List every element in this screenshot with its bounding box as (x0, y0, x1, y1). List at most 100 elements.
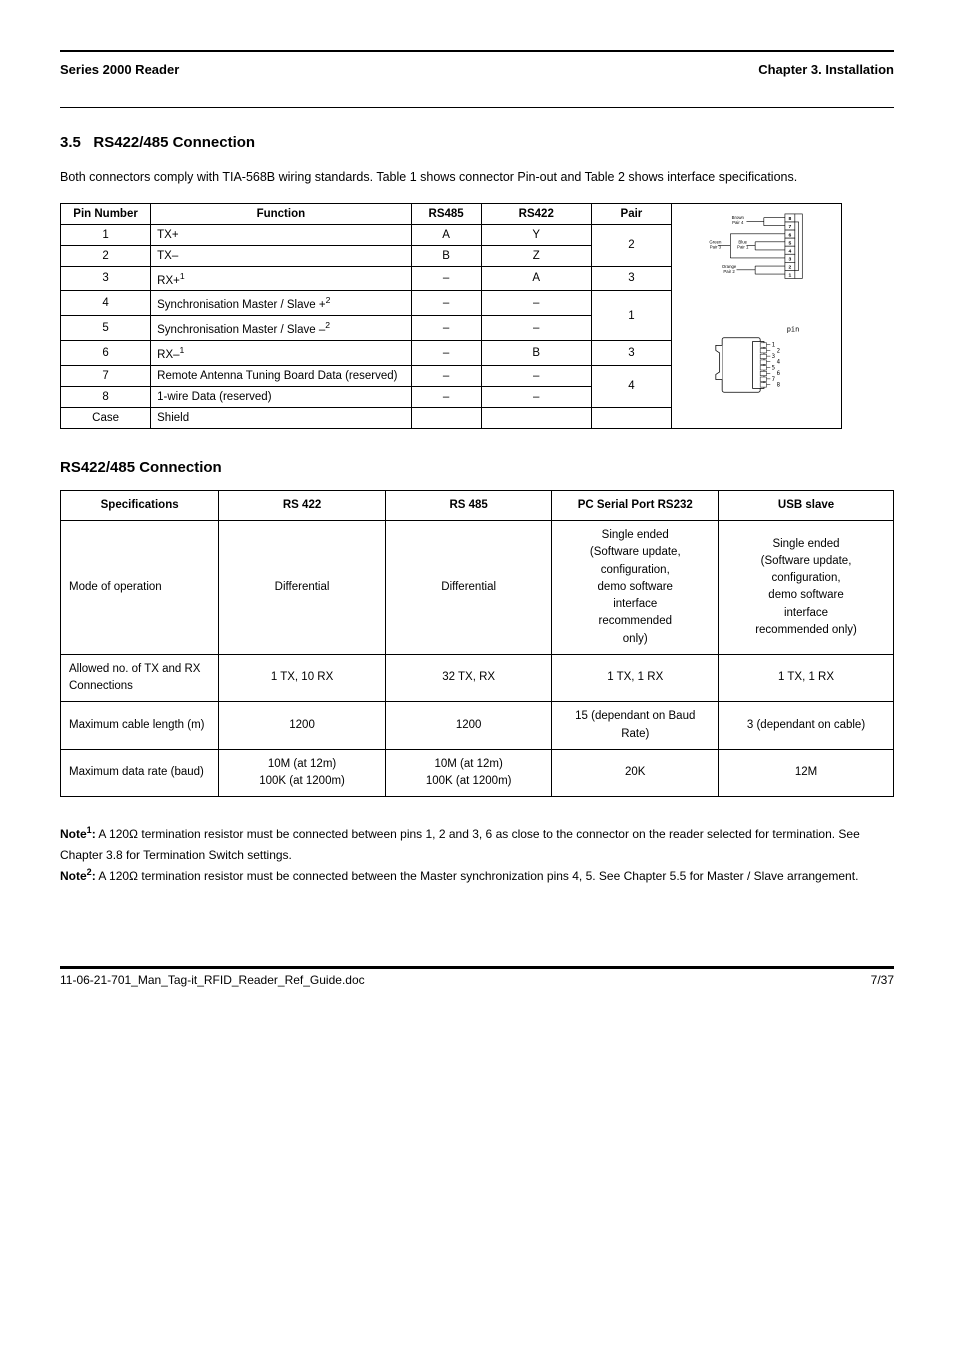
table-cell: 1-wire Data (reserved) (151, 386, 411, 407)
table-cell: – (411, 266, 481, 291)
svg-text:Green: Green (709, 239, 722, 244)
table-row: 7Remote Antenna Tuning Board Data (reser… (61, 365, 672, 386)
table1-pinout: Pin Number Function RS485 RS422 Pair 1TX… (60, 203, 672, 429)
svg-text:2: 2 (788, 264, 791, 270)
table-cell: – (481, 316, 591, 341)
table-row: Maximum cable length (m)1200120015 (depe… (61, 702, 894, 750)
table-cell: 7 (61, 365, 151, 386)
table-cell: Case (61, 407, 151, 428)
page-footer: 11-06-21-701_Man_Tag-it_RFID_Reader_Ref_… (60, 973, 894, 987)
table-row: Allowed no. of TX and RX Connections1 TX… (61, 654, 894, 702)
svg-text:Pair 3: Pair 3 (710, 244, 722, 249)
t2-col-usb: USB slave (719, 490, 894, 520)
svg-text:8: 8 (777, 383, 781, 389)
table-row: 6RX–1–B3 (61, 340, 672, 365)
table-cell: – (481, 365, 591, 386)
table-cell: 1 TX, 10 RX (219, 654, 386, 702)
footer-left: 11-06-21-701_Man_Tag-it_RFID_Reader_Ref_… (60, 973, 365, 987)
table-cell: Synchronisation Master / Slave +2 (151, 291, 411, 316)
svg-text:3: 3 (788, 256, 791, 262)
table-cell: TX– (151, 245, 411, 266)
table-cell: 20K (552, 749, 719, 797)
table-row: Maximum data rate (baud)10M (at 12m)100K… (61, 749, 894, 797)
table1-side-diagrams: 8 7 6 5 4 3 2 1 (672, 203, 842, 429)
table-cell: – (411, 316, 481, 341)
svg-text:5: 5 (772, 366, 775, 372)
table-cell: 10M (at 12m)100K (at 1200m) (385, 749, 552, 797)
table-cell: RX–1 (151, 340, 411, 365)
t568b-svg: 8 7 6 5 4 3 2 1 (672, 204, 842, 321)
table-cell: Remote Antenna Tuning Board Data (reserv… (151, 365, 411, 386)
svg-text:Pair 1: Pair 1 (737, 244, 749, 249)
svg-text:8: 8 (788, 216, 791, 222)
svg-text:7: 7 (772, 377, 775, 383)
table-cell: 3 (dependant on cable) (719, 702, 894, 750)
table-cell: 1200 (385, 702, 552, 750)
table-cell: Allowed no. of TX and RX Connections (61, 654, 219, 702)
note-2-text: A 120Ω termination resistor must be conn… (98, 869, 858, 883)
svg-text:3: 3 (772, 354, 775, 360)
t1-col-485: RS485 (411, 203, 481, 224)
table-cell: – (411, 365, 481, 386)
table-cell: 1 (61, 224, 151, 245)
t1-col-func: Function (151, 203, 411, 224)
rj45-plug-diagram: pin (672, 320, 841, 428)
footer-rule (60, 967, 894, 969)
table-cell (411, 407, 481, 428)
table-cell: 32 TX, RX (385, 654, 552, 702)
svg-text:1: 1 (788, 272, 791, 278)
section-number: 3.5 (60, 134, 81, 151)
svg-text:4: 4 (777, 360, 781, 366)
table-cell (481, 407, 591, 428)
table-cell: 12M (719, 749, 894, 797)
table-row: 1TX+AY2 (61, 224, 672, 245)
table-cell: B (481, 340, 591, 365)
table-row: 5Synchronisation Master / Slave –2–– (61, 316, 672, 341)
svg-text:4: 4 (788, 248, 791, 254)
header-left: Series 2000 Reader (60, 62, 179, 77)
table-row: 3RX+1–A3 (61, 266, 672, 291)
table-cell: 3 (61, 266, 151, 291)
table-cell: – (481, 291, 591, 316)
footer-right: 7/37 (871, 973, 894, 987)
table-cell: A (481, 266, 591, 291)
rj45-pin-label: pin (787, 326, 800, 334)
notes-block: Note1: A 120Ω termination resistor must … (60, 823, 894, 886)
table-cell: 8 (61, 386, 151, 407)
table-cell: – (411, 386, 481, 407)
table2-header-row: Specifications RS 422 RS 485 PC Serial P… (61, 490, 894, 520)
svg-text:Brown: Brown (732, 214, 745, 219)
t2-col-232: PC Serial Port RS232 (552, 490, 719, 520)
table-cell: 6 (61, 340, 151, 365)
table-cell: TX+ (151, 224, 411, 245)
table-cell: – (481, 386, 591, 407)
table1-header-row: Pin Number Function RS485 RS422 Pair (61, 203, 672, 224)
table-cell: A (411, 224, 481, 245)
table-cell: 2 (591, 224, 671, 266)
note-1-text: A 120Ω termination resistor must be conn… (60, 827, 860, 861)
table-cell: 3 (591, 266, 671, 291)
table-cell (591, 407, 671, 428)
table-cell: 15 (dependant on Baud Rate) (552, 702, 719, 750)
svg-text:6: 6 (777, 371, 781, 377)
table-cell: Shield (151, 407, 411, 428)
table-cell: B (411, 245, 481, 266)
table-cell: 1 TX, 1 RX (719, 654, 894, 702)
t568b-pair-diagram: 8 7 6 5 4 3 2 1 (672, 204, 841, 321)
table1-wrap: Pin Number Function RS485 RS422 Pair 1TX… (60, 203, 894, 429)
table-cell: RX+1 (151, 266, 411, 291)
table-cell: Maximum cable length (m) (61, 702, 219, 750)
t1-col-pair: Pair (591, 203, 671, 224)
table-cell: Mode of operation (61, 521, 219, 655)
table-cell: Differential (219, 521, 386, 655)
table-row: 4Synchronisation Master / Slave +2––1 (61, 291, 672, 316)
table-cell: 3 (591, 340, 671, 365)
table-cell: 4 (591, 365, 671, 407)
table-cell: Z (481, 245, 591, 266)
table-cell: 1200 (219, 702, 386, 750)
svg-text:Orange: Orange (722, 263, 737, 268)
t2-col-422: RS 422 (219, 490, 386, 520)
table-cell: 1 TX, 1 RX (552, 654, 719, 702)
table-cell: 10M (at 12m)100K (at 1200m) (219, 749, 386, 797)
table-cell: 1 (591, 291, 671, 341)
